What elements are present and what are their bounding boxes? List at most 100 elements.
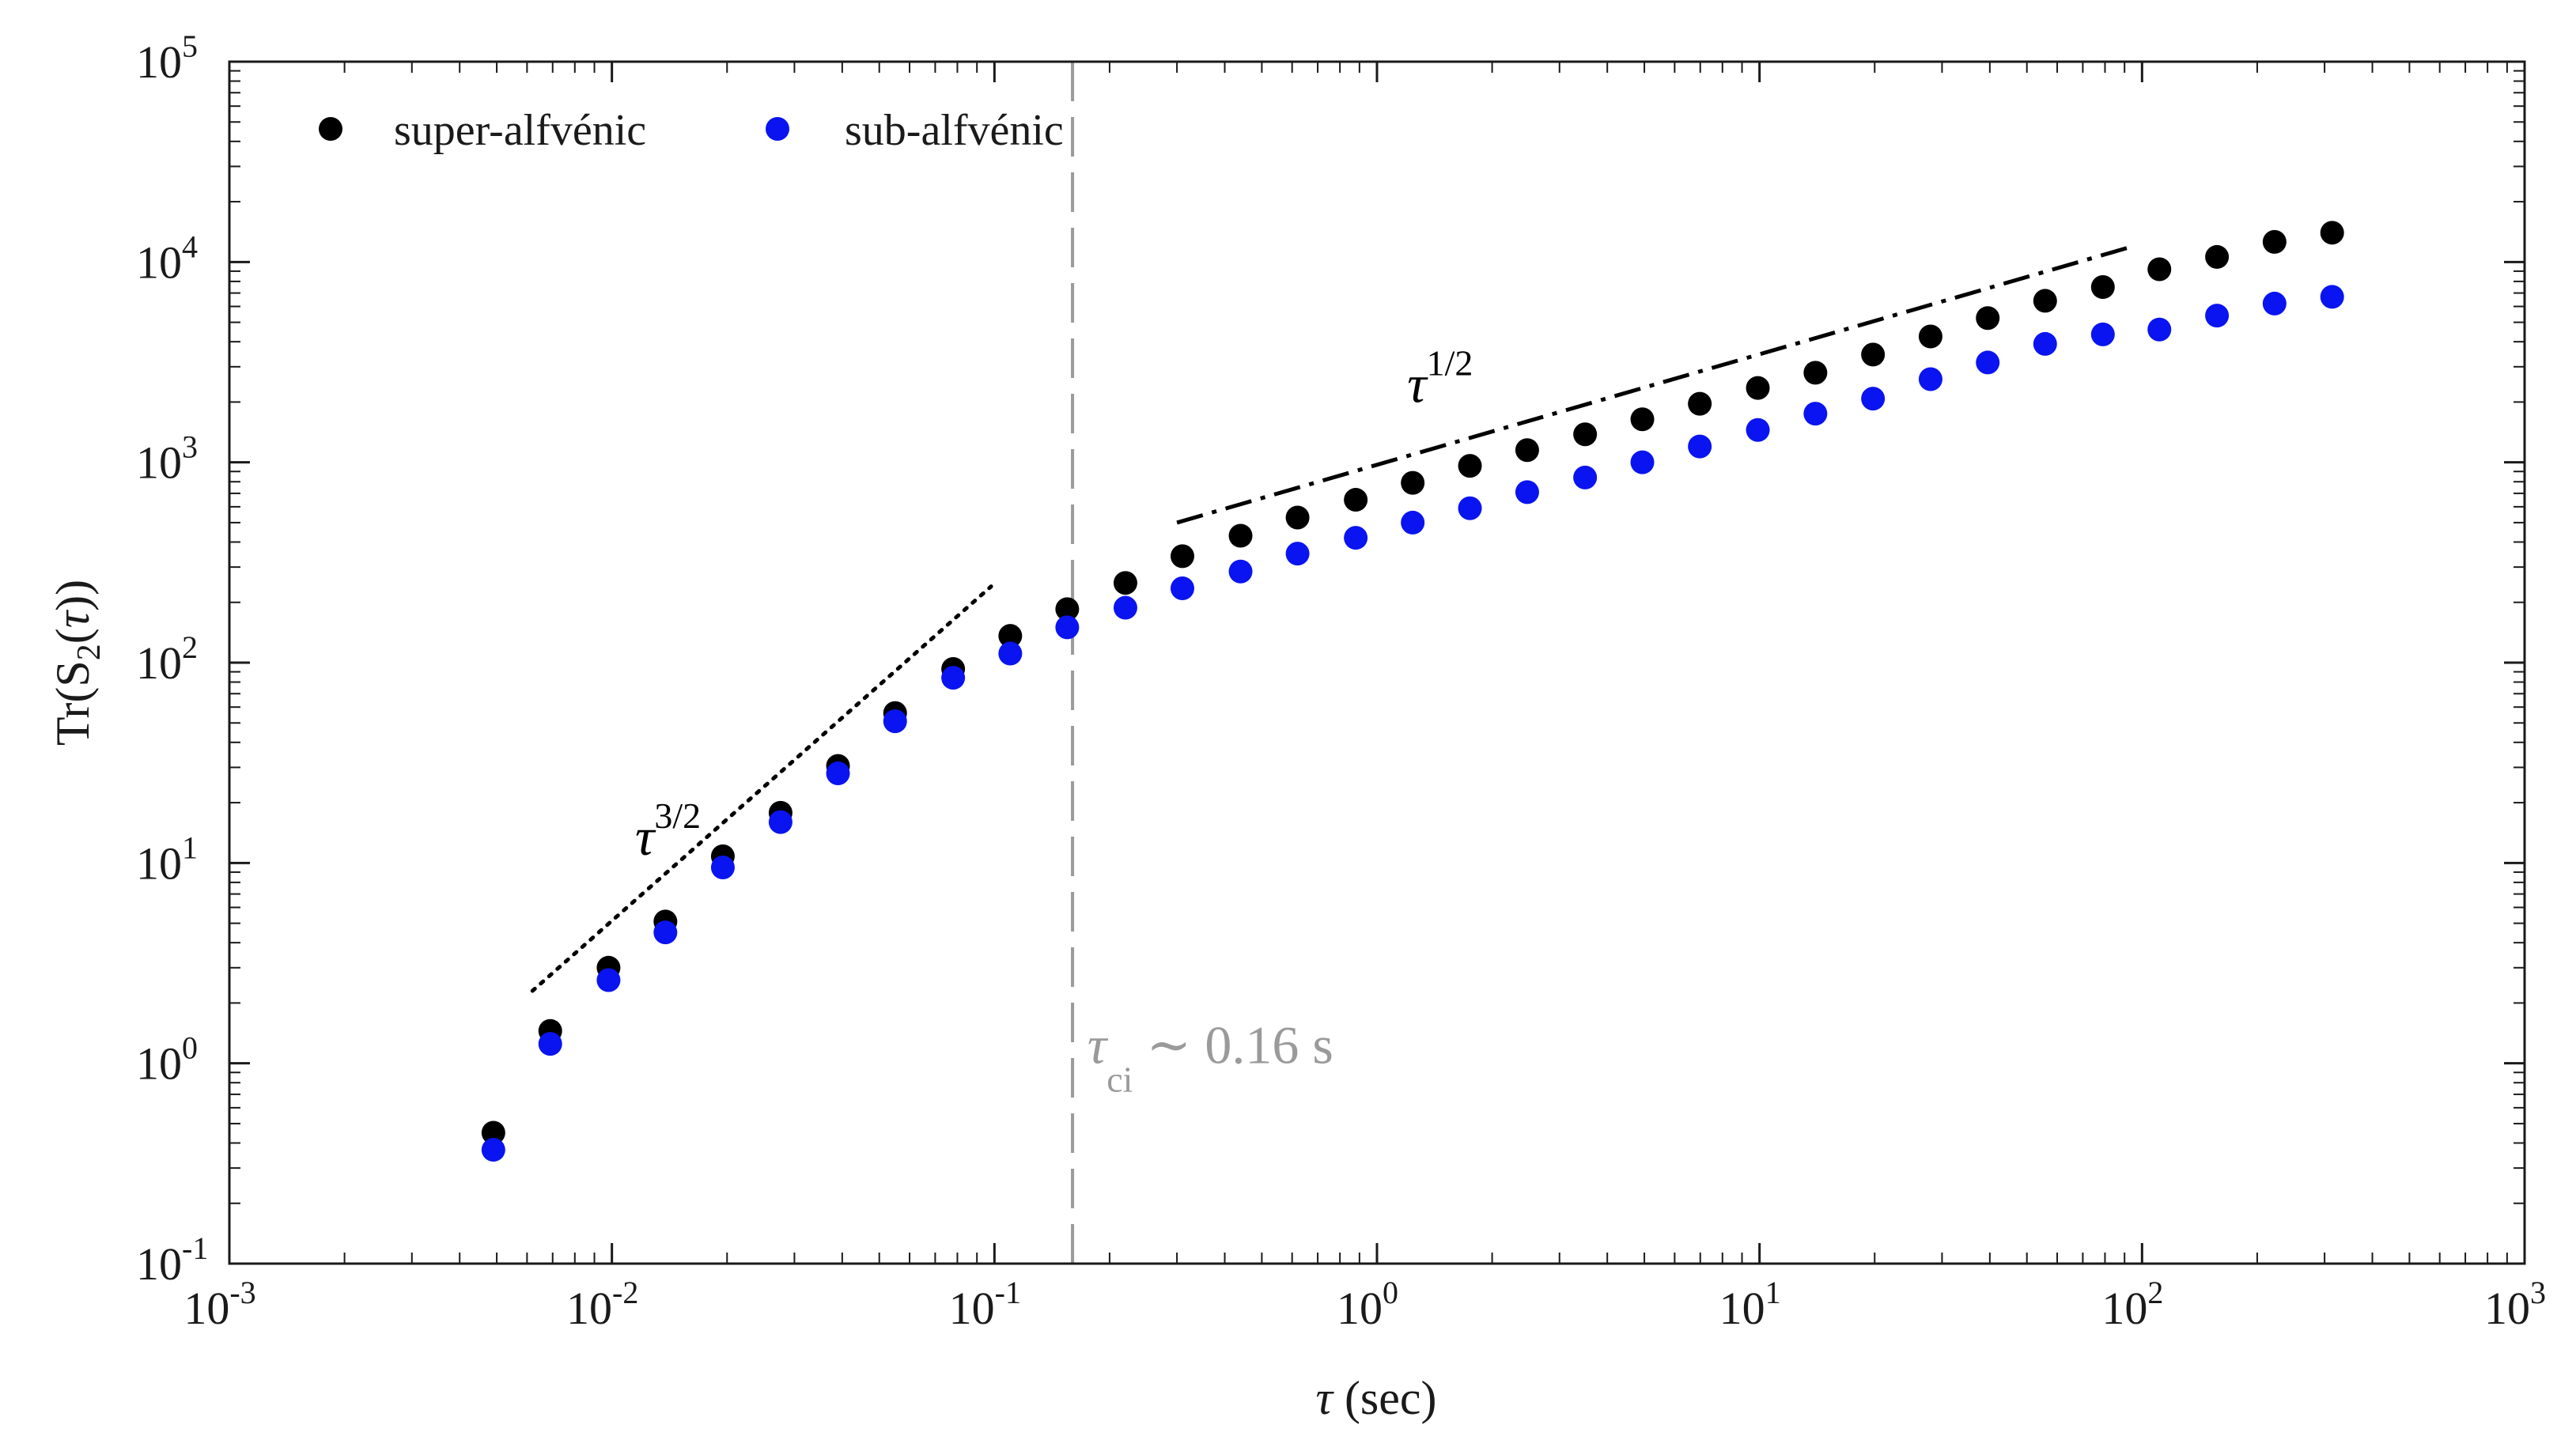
- sub-alfvenic-point: [596, 968, 621, 992]
- x-tick-base: 10: [1337, 1283, 1383, 1334]
- sub-alfvenic-point: [826, 761, 850, 786]
- y-tick-exp: 4: [182, 229, 198, 264]
- legend-marker-super: [319, 117, 342, 141]
- sub-alfvenic-point: [1344, 526, 1368, 550]
- annotation-tau-ci: τci ∼ 0.16 s: [1088, 1015, 1333, 1100]
- super-alfvenic-point: [1344, 488, 1368, 512]
- super-alfvenic-point: [2090, 274, 2115, 299]
- x-tick-labels: 10-3 10-2 10-1 100 101 102 103: [183, 1275, 2546, 1334]
- super-alfvenic-point: [2320, 221, 2344, 245]
- y-tick-label: 101: [136, 829, 198, 889]
- sub-alfvenic-point: [1515, 480, 1539, 504]
- sub-alfvenic-point: [2090, 322, 2115, 346]
- sub-alfvenic-point: [653, 920, 678, 945]
- x-axis-title: τ (sec): [1315, 1372, 1436, 1424]
- x-tick-base: 10: [2101, 1283, 2147, 1334]
- sub-alfvenic-point: [538, 1032, 562, 1056]
- sub-alfvenic-point: [1113, 595, 1137, 620]
- tau-3-2-line: [530, 584, 993, 993]
- plot-frame: [228, 60, 2526, 1265]
- sub-alfvenic-point: [2147, 317, 2172, 342]
- data-points: [481, 221, 2344, 1162]
- y-tick-label: 102: [136, 629, 198, 689]
- y-tick-exp: 2: [182, 629, 198, 665]
- legend: super-alfvénic sub-alfvénic: [319, 106, 1064, 155]
- super-alfvenic-point: [1228, 523, 1253, 548]
- super-alfvenic-point: [1976, 306, 2000, 331]
- y-tick-label: 104: [136, 229, 198, 288]
- y-tick-base: 10: [136, 437, 182, 489]
- annotation-tau-3-2-symbol: τ: [635, 807, 656, 867]
- y-axis-sub: 2: [71, 644, 108, 660]
- annotation-tau-ci-symbol: τ: [1088, 1015, 1109, 1075]
- sub-alfvenic-point: [768, 810, 792, 834]
- sub-alfvenic-point: [1746, 418, 1770, 442]
- x-tick-label: 10-2: [566, 1275, 638, 1334]
- super-alfvenic-point: [1458, 454, 1482, 478]
- sub-alfvenic-point: [1228, 559, 1253, 584]
- y-tick-base: 10: [136, 637, 182, 689]
- x-tick-exp: 2: [2147, 1275, 2163, 1310]
- sub-alfvenic-point: [710, 855, 735, 879]
- sub-alfvenic-point: [1401, 510, 1425, 535]
- x-tick-label: 10-3: [183, 1275, 255, 1334]
- x-tick-base: 10: [949, 1283, 995, 1334]
- annotation-tau-3-2-exp: 3/2: [654, 795, 701, 836]
- annotation-tau-1-2-exp: 1/2: [1427, 342, 1473, 383]
- sub-alfvenic-point: [1688, 434, 1712, 459]
- y-tick-label: 105: [136, 28, 198, 88]
- annotation-tau-ci-text: ∼ 0.16 s: [1133, 1015, 1333, 1075]
- x-tick-base: 10: [1719, 1283, 1765, 1334]
- super-alfvenic-point: [1630, 407, 1655, 432]
- x-tick-label: 100: [1337, 1275, 1398, 1334]
- super-alfvenic-point: [998, 624, 1023, 648]
- y-tick-base: 10: [136, 1238, 182, 1290]
- y-axis-mid: (: [47, 628, 99, 644]
- minor-ticks: [229, 62, 2525, 1264]
- x-tick-label: 103: [2484, 1275, 2546, 1334]
- tau-1-2-line: [1176, 244, 2135, 525]
- sub-alfvenic-point: [883, 709, 907, 734]
- super-alfvenic-point: [1573, 422, 1598, 447]
- sub-alfvenic-point: [1630, 450, 1655, 474]
- sub-alfvenic-point: [1458, 496, 1482, 520]
- sub-alfvenic-point: [2320, 285, 2344, 309]
- super-alfvenic-point: [481, 1120, 505, 1145]
- sub-alfvenic-point: [998, 641, 1023, 666]
- x-tick-exp: -3: [229, 1275, 255, 1310]
- annotation-tau-1-2: τ1/2: [1407, 342, 1473, 414]
- x-tick-base: 10: [183, 1283, 229, 1334]
- y-tick-base: 10: [136, 1038, 182, 1090]
- x-tick-label: 102: [2101, 1275, 2163, 1334]
- x-tick-exp: 1: [1765, 1275, 1781, 1310]
- super-alfvenic-point: [1861, 342, 1886, 367]
- y-tick-base: 10: [136, 837, 182, 889]
- sub-alfvenic-point: [1170, 576, 1194, 600]
- x-tick-exp: 0: [1383, 1275, 1398, 1310]
- y-tick-label: 10-1: [136, 1230, 208, 1290]
- y-tick-exp: 3: [182, 429, 198, 465]
- legend-label-sub: sub-alfvénic: [845, 106, 1064, 155]
- y-tick-exp: 1: [182, 829, 198, 865]
- super-alfvenic-point: [1170, 544, 1194, 569]
- x-tick-label: 10-1: [949, 1275, 1021, 1334]
- y-tick-label: 103: [136, 429, 198, 489]
- sub-alfvenic-point: [941, 666, 966, 690]
- sub-alfvenic-point: [481, 1138, 505, 1162]
- y-tick-base: 10: [136, 36, 182, 88]
- super-alfvenic-point: [1285, 505, 1310, 530]
- sub-alfvenic-point: [1918, 367, 1942, 391]
- super-alfvenic-point: [1918, 324, 1942, 349]
- x-tick-exp: 3: [2530, 1275, 2546, 1310]
- x-tick-exp: -1: [995, 1275, 1021, 1310]
- annotation-tau-ci-sub: ci: [1106, 1060, 1133, 1100]
- y-tick-exp: 0: [182, 1030, 198, 1066]
- super-alfvenic-point: [2262, 229, 2287, 254]
- sub-alfvenic-point: [1055, 615, 1080, 640]
- annotation-tau-1-2-symbol: τ: [1407, 353, 1428, 414]
- sub-alfvenic-point: [2033, 331, 2057, 356]
- sub-alfvenic-point: [1803, 402, 1828, 426]
